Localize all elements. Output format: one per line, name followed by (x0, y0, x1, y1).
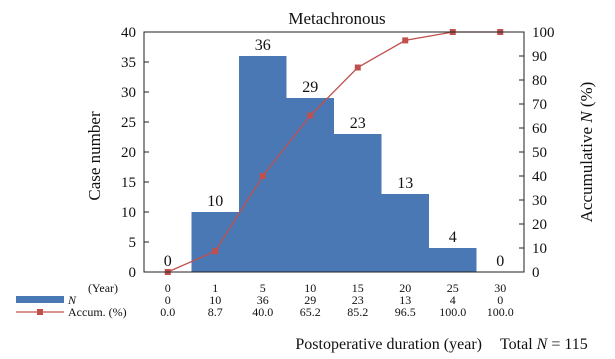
y-tick-label-30: 30 (121, 85, 136, 101)
total-n: N (536, 336, 549, 353)
y-tick-label-35: 35 (121, 55, 136, 71)
y-tick-label-5: 5 (129, 235, 137, 251)
table-n-10: 29 (304, 293, 316, 307)
table-year-1: 1 (212, 281, 218, 295)
table-year-5: 5 (260, 281, 266, 295)
accum-point-1 (212, 248, 219, 255)
y2-tick-label-20: 20 (532, 217, 547, 233)
table-year-25: 25 (447, 281, 459, 295)
y2-tick-label-60: 60 (532, 121, 547, 137)
chart-title: Metachronous (288, 9, 385, 28)
table-accum-5: 40.0 (252, 305, 273, 319)
bar-label-5: 36 (255, 37, 271, 54)
table-n-20: 13 (399, 293, 411, 307)
bar-label-20: 13 (397, 175, 413, 192)
bar-15 (334, 134, 382, 272)
bars-layer (191, 56, 477, 272)
total-prefix: Total (500, 336, 537, 353)
bar-10 (286, 98, 334, 272)
bar-label-30: 0 (496, 253, 504, 270)
y2-tick-label-30: 30 (532, 193, 547, 209)
y2-tick-label-90: 90 (532, 49, 547, 65)
accum-point-5 (259, 173, 266, 179)
legend-bar-swatch (16, 296, 64, 303)
table-accum-1: 8.7 (208, 305, 223, 319)
bar-25 (429, 248, 477, 272)
table-year-10: 10 (304, 281, 316, 295)
accum-point-10 (307, 112, 314, 119)
table-year-30: 30 (494, 281, 506, 295)
bar-5 (239, 56, 287, 272)
table-n-15: 23 (352, 293, 364, 307)
y2-tick-label-40: 40 (532, 169, 547, 185)
table-year-header: (Year) (88, 281, 118, 295)
y-tick-label-40: 40 (121, 25, 136, 41)
table-n-0: 0 (165, 293, 171, 307)
table-accum-10: 65.2 (300, 305, 321, 319)
y2-tick-label-80: 80 (532, 73, 547, 89)
y2-tick-label-50: 50 (532, 145, 547, 161)
accum-point-20 (402, 37, 409, 44)
y-axis-title: Case number (85, 111, 104, 201)
y2-tick-label-10: 10 (532, 241, 547, 257)
table-accum-header: Accum. (%) (68, 305, 127, 319)
y-tick-label-10: 10 (121, 205, 136, 221)
table-n-25: 4 (450, 293, 456, 307)
table-n-30: 0 (497, 293, 503, 307)
bar-label-15: 23 (350, 115, 366, 132)
table-accum-25: 100.0 (439, 305, 466, 319)
y2-tick-label-0: 0 (532, 265, 540, 281)
bar-label-10: 29 (302, 79, 318, 96)
y-tick-label-15: 15 (121, 175, 136, 191)
y2-axis-title-suffix: (%) (577, 82, 596, 112)
y-tick-label-20: 20 (121, 145, 136, 161)
y2-tick-label-70: 70 (532, 97, 547, 113)
bar-20 (381, 194, 429, 272)
y2-tick-label-100: 100 (532, 25, 555, 41)
table-accum-20: 96.5 (395, 305, 416, 319)
table-year-0: 0 (165, 281, 171, 295)
y-tick-label-0: 0 (129, 265, 137, 281)
bar-label-25: 4 (449, 229, 457, 246)
y2-axis-title-prefix: Accumulative (577, 123, 596, 223)
table-n-1: 10 (209, 293, 221, 307)
total-suffix: = 115 (547, 336, 587, 353)
y-tick-label-25: 25 (121, 115, 136, 131)
table-year-20: 20 (399, 281, 411, 295)
table-year-15: 15 (352, 281, 364, 295)
table-accum-30: 100.0 (487, 305, 514, 319)
table-accum-15: 85.2 (347, 305, 368, 319)
legend-line-marker (37, 309, 43, 315)
table-n-5: 36 (257, 293, 269, 307)
x-axis-title: Postoperative duration (year) (295, 336, 482, 353)
accum-point-15 (354, 64, 361, 71)
bar-label-0: 0 (164, 253, 172, 270)
accum-line (167, 31, 501, 273)
y2-axis-title-n: N (577, 110, 596, 124)
bar-1 (191, 212, 239, 272)
y2-axis-title: Accumulative N (%) (577, 82, 596, 223)
bar-label-1: 10 (207, 193, 223, 210)
table-n-header: N (67, 293, 77, 307)
labels-layer: 0 10 36 29 23 13 4 0 (164, 37, 505, 270)
total-n-label: Total N = 115 (500, 336, 588, 353)
table-accum-0: 0.0 (160, 305, 175, 319)
